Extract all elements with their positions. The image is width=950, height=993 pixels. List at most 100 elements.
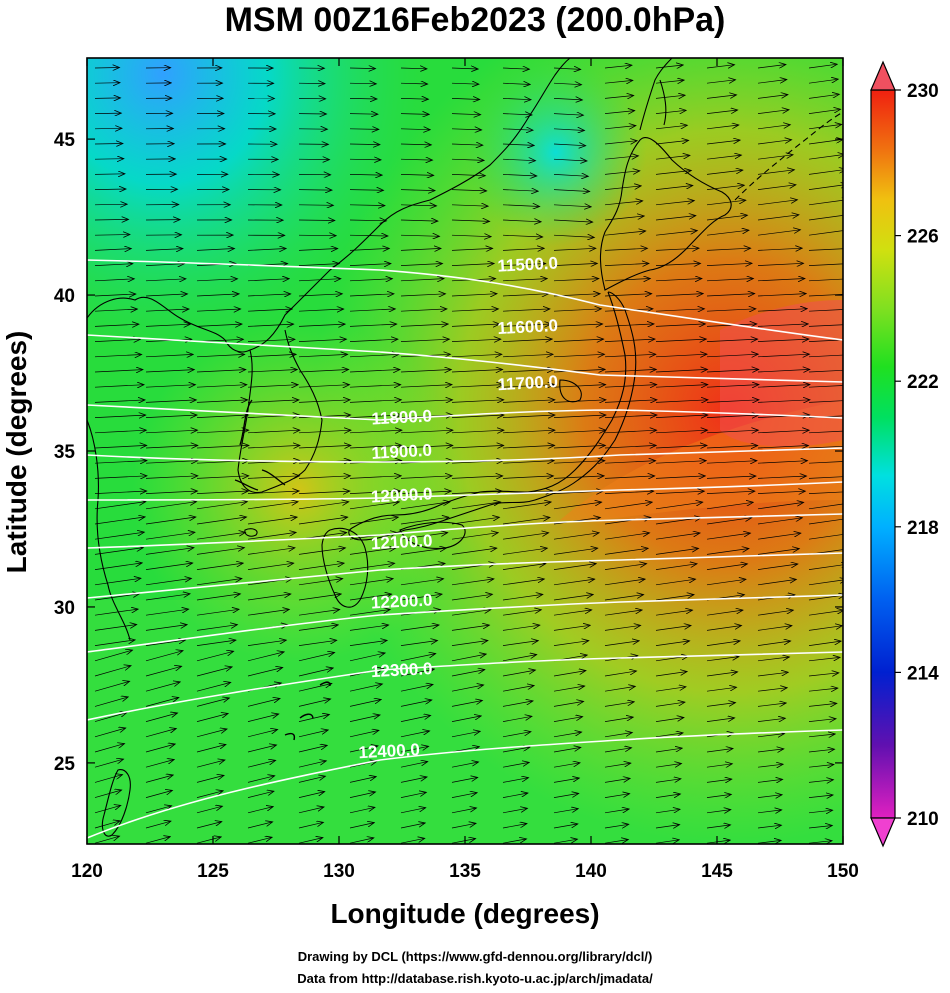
wind-arrow: [655, 385, 708, 388]
wind-arrow: [94, 821, 120, 829]
wind-arrow: [145, 370, 194, 372]
wind-arrow: [145, 354, 193, 356]
wind-arrow: [604, 96, 634, 99]
wind-arrow: [808, 230, 843, 236]
wind-arrow: [94, 400, 145, 403]
wind-arrow: [145, 548, 194, 555]
wind-arrow: [655, 400, 708, 403]
wind-arrow: [247, 776, 275, 783]
wind-arrow: [94, 476, 147, 479]
wind-arrow: [196, 517, 247, 525]
wind-arrow: [451, 641, 488, 646]
wind-arrow: [604, 641, 639, 646]
wind-arrow: [247, 491, 299, 494]
x-axis-title: Longitude (degrees): [330, 898, 599, 929]
wind-arrow: [400, 641, 438, 646]
wind-arrow: [451, 264, 494, 266]
wind-arrow: [145, 385, 195, 388]
wind-arrow: [247, 532, 296, 540]
colorbar-tick-label: 226: [907, 227, 939, 248]
wind-arrow: [298, 838, 323, 844]
wind-arrow: [757, 502, 804, 510]
wind-arrow: [349, 807, 375, 814]
wind-arrow: [553, 68, 581, 69]
wind-arrow: [706, 794, 731, 797]
wind-arrow: [808, 385, 843, 388]
contour-label: 12300.0: [371, 659, 433, 681]
wind-arrow: [706, 533, 750, 540]
wind-arrow: [196, 609, 239, 616]
wind-arrow: [757, 430, 809, 433]
wind-arrow: [400, 517, 449, 525]
wind-arrow: [706, 549, 749, 555]
wind-arrow: [604, 141, 637, 144]
wind-arrow: [706, 461, 757, 464]
wind-arrow: [349, 385, 401, 388]
wind-arrow: [604, 476, 655, 479]
wind-arrow: [247, 548, 295, 555]
wind-arrow: [196, 385, 247, 388]
wind-arrow: [502, 354, 553, 357]
wind-arrow: [502, 747, 530, 753]
wind-arrow: [349, 248, 389, 250]
wind-arrow: [145, 445, 198, 448]
wind-arrow: [298, 370, 349, 373]
wind-arrow: [298, 264, 339, 266]
wind-arrow: [757, 764, 783, 767]
wind-arrow: [349, 354, 399, 357]
wind-arrow: [145, 563, 193, 570]
wind-arrow: [349, 610, 390, 616]
wind-arrow: [400, 579, 444, 586]
wind-arrow: [808, 354, 843, 358]
wind-arrow: [349, 700, 381, 707]
wind-arrow: [400, 220, 438, 221]
wind-arrow: [655, 324, 705, 327]
lon-tick-label: 130: [323, 861, 355, 882]
wind-arrow: [94, 532, 144, 540]
wind-arrow: [145, 400, 196, 403]
wind-arrow: [349, 339, 398, 341]
wind-arrow: [655, 294, 703, 296]
wind-arrow: [553, 701, 584, 707]
wind-arrow: [145, 666, 182, 677]
wind-arrow: [502, 205, 540, 207]
wind-arrow: [349, 491, 401, 494]
wind-arrow: [451, 808, 477, 814]
lon-tick-label: 145: [701, 861, 733, 882]
wind-arrow: [757, 476, 807, 478]
wind-arrow: [451, 670, 485, 677]
contour-label: 12100.0: [371, 531, 433, 553]
wind-arrow: [604, 579, 645, 586]
wind-arrow: [502, 294, 549, 296]
wind-arrow: [247, 609, 289, 616]
wind-arrow: [94, 666, 131, 677]
wind-arrow: [706, 400, 759, 403]
wind-arrow: [706, 641, 740, 646]
wind-arrow: [604, 625, 641, 631]
wind-arrow: [502, 83, 530, 84]
wind-arrow: [94, 430, 146, 433]
wind-arrow: [349, 640, 387, 646]
wind-arrow: [706, 810, 731, 813]
wind-arrow: [94, 517, 145, 525]
wind-arrow: [502, 235, 543, 237]
wind-arrow: [94, 370, 143, 372]
wind-arrow: [808, 278, 843, 282]
wind-arrow: [400, 385, 452, 388]
wind-arrow: [94, 355, 142, 357]
lon-tick-label: 125: [197, 861, 229, 882]
wind-arrow: [94, 625, 137, 631]
wind-arrow: [451, 548, 497, 555]
wind-arrow: [451, 294, 497, 296]
wind-arrow: [94, 681, 130, 692]
wind-arrow: [145, 415, 197, 418]
wind-arrow: [145, 729, 176, 738]
wind-arrow: [553, 732, 582, 738]
wind-arrow: [196, 415, 248, 418]
wind-arrow: [706, 749, 733, 753]
wind-arrow: [706, 476, 756, 478]
wind-arrow: [247, 668, 283, 677]
wind-arrow: [757, 779, 783, 782]
wind-arrow: [94, 249, 131, 251]
wind-arrow: [94, 548, 143, 555]
